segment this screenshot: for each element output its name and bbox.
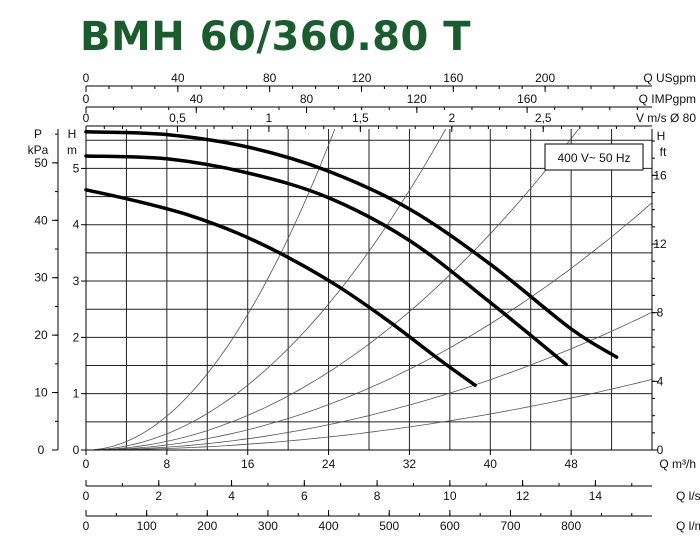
h-m-axis-label-top: H xyxy=(68,127,77,141)
h-m-tick-label: 0 xyxy=(73,443,80,457)
annotation-text: 400 V~ 50 Hz xyxy=(557,151,630,165)
x-tick-label: 48 xyxy=(564,457,578,471)
pump-curve-1 xyxy=(84,188,477,387)
axes xyxy=(52,85,658,517)
bottom-tick-label: 6 xyxy=(301,489,308,503)
top-tick-label: 2,5 xyxy=(535,111,552,125)
system-curve xyxy=(94,128,579,451)
top-axis-label: Q IMPgpm xyxy=(639,92,696,106)
top-tick-label: 160 xyxy=(517,92,537,106)
bottom-tick-label: 500 xyxy=(379,519,399,533)
system-curve xyxy=(94,128,336,451)
p-tick-label: 20 xyxy=(34,328,48,342)
bottom-tick-label: 300 xyxy=(258,519,278,533)
top-tick-label: 80 xyxy=(300,92,314,106)
ft-tick-label: 16 xyxy=(653,168,667,182)
ft-tick-label: 12 xyxy=(653,237,667,251)
system-curve xyxy=(94,311,653,451)
p-axis-label-top: P xyxy=(34,127,42,141)
top-tick-label: 0,5 xyxy=(169,111,186,125)
bottom-tick-label: 2 xyxy=(155,489,162,503)
h-m-tick-label: 2 xyxy=(73,330,80,344)
chart-title: BMH 60/360.80 T xyxy=(80,14,472,60)
system-curve xyxy=(94,128,447,451)
bottom-tick-label: 400 xyxy=(319,519,339,533)
x-tick-label: 16 xyxy=(241,457,255,471)
top-tick-label: 1 xyxy=(266,111,273,125)
ft-axis-label-bottom: ft xyxy=(660,145,667,159)
x-tick-label: 8 xyxy=(164,457,171,471)
annotation-box: 400 V~ 50 Hz xyxy=(544,143,644,171)
x-tick-label: 24 xyxy=(322,457,336,471)
top-tick-label: 120 xyxy=(351,71,371,85)
bottom-tick-label: 8 xyxy=(374,489,381,503)
top-tick-label: 120 xyxy=(407,92,427,106)
top-tick-label: 160 xyxy=(443,71,463,85)
top-tick-label: 0 xyxy=(83,111,90,125)
top-tick-label: 1,5 xyxy=(352,111,369,125)
x-tick-label: 0 xyxy=(83,457,90,471)
top-tick-label: 40 xyxy=(190,92,204,106)
x-tick-label: 32 xyxy=(403,457,417,471)
top-tick-label: 40 xyxy=(171,71,185,85)
h-m-tick-label: 4 xyxy=(73,218,80,232)
p-tick-label: 10 xyxy=(34,386,48,400)
ft-tick-label: 8 xyxy=(657,306,664,320)
ft-axis-label-top: H xyxy=(657,129,666,143)
top-tick-label: 200 xyxy=(535,71,555,85)
x-axis-label: Q m³/h xyxy=(659,457,696,471)
bottom-tick-label: 700 xyxy=(500,519,520,533)
top-axis-label: Q USgpm xyxy=(643,71,696,85)
p-axis-label-bottom: kPa xyxy=(28,143,49,157)
p-tick-label: 40 xyxy=(34,213,48,227)
x-tick-label: 40 xyxy=(484,457,498,471)
bottom-tick-label: 10 xyxy=(443,489,457,503)
h-m-axis-label-bottom: m xyxy=(67,143,77,157)
bottom-tick-label: 4 xyxy=(228,489,235,503)
p-tick-label: 0 xyxy=(38,443,45,457)
bottom-tick-label: 600 xyxy=(440,519,460,533)
ft-tick-label: 4 xyxy=(657,374,664,388)
bottom-tick-label: 14 xyxy=(589,489,603,503)
top-tick-label: 2 xyxy=(448,111,455,125)
ft-tick-label: 0 xyxy=(657,443,664,457)
pump-curve-3 xyxy=(84,130,619,359)
bottom-tick-label: 0 xyxy=(83,519,90,533)
system-curve xyxy=(94,202,653,451)
bottom-axis-label: Q l/min xyxy=(676,519,700,533)
top-axis-label: V m/s Ø 80 xyxy=(636,111,696,125)
bottom-axis-label: Q l/s xyxy=(676,489,700,503)
pump-curves xyxy=(84,130,619,387)
annotation-border xyxy=(544,143,644,171)
top-tick-label: 0 xyxy=(83,71,90,85)
bottom-tick-label: 200 xyxy=(197,519,217,533)
system-curve xyxy=(94,379,653,451)
h-m-tick-label: 1 xyxy=(73,387,80,401)
bottom-tick-label: 12 xyxy=(516,489,530,503)
h-m-tick-label: 3 xyxy=(73,274,80,288)
p-tick-label: 50 xyxy=(34,156,48,170)
top-tick-label: 80 xyxy=(263,71,277,85)
p-tick-label: 30 xyxy=(34,271,48,285)
h-m-tick-label: 5 xyxy=(73,161,80,175)
axis-labels: 0 8 16 24 32 40 48 Q m³/h0 2 4 6 8 10 12 14 Q l/s0 100 20… xyxy=(28,71,700,533)
bottom-tick-label: 100 xyxy=(137,519,157,533)
pump-curve-2 xyxy=(84,154,568,367)
bottom-tick-label: 0 xyxy=(83,489,90,503)
bottom-tick-label: 800 xyxy=(561,519,581,533)
system-curves xyxy=(94,128,653,451)
top-tick-label: 0 xyxy=(83,92,90,106)
grid xyxy=(85,129,653,451)
